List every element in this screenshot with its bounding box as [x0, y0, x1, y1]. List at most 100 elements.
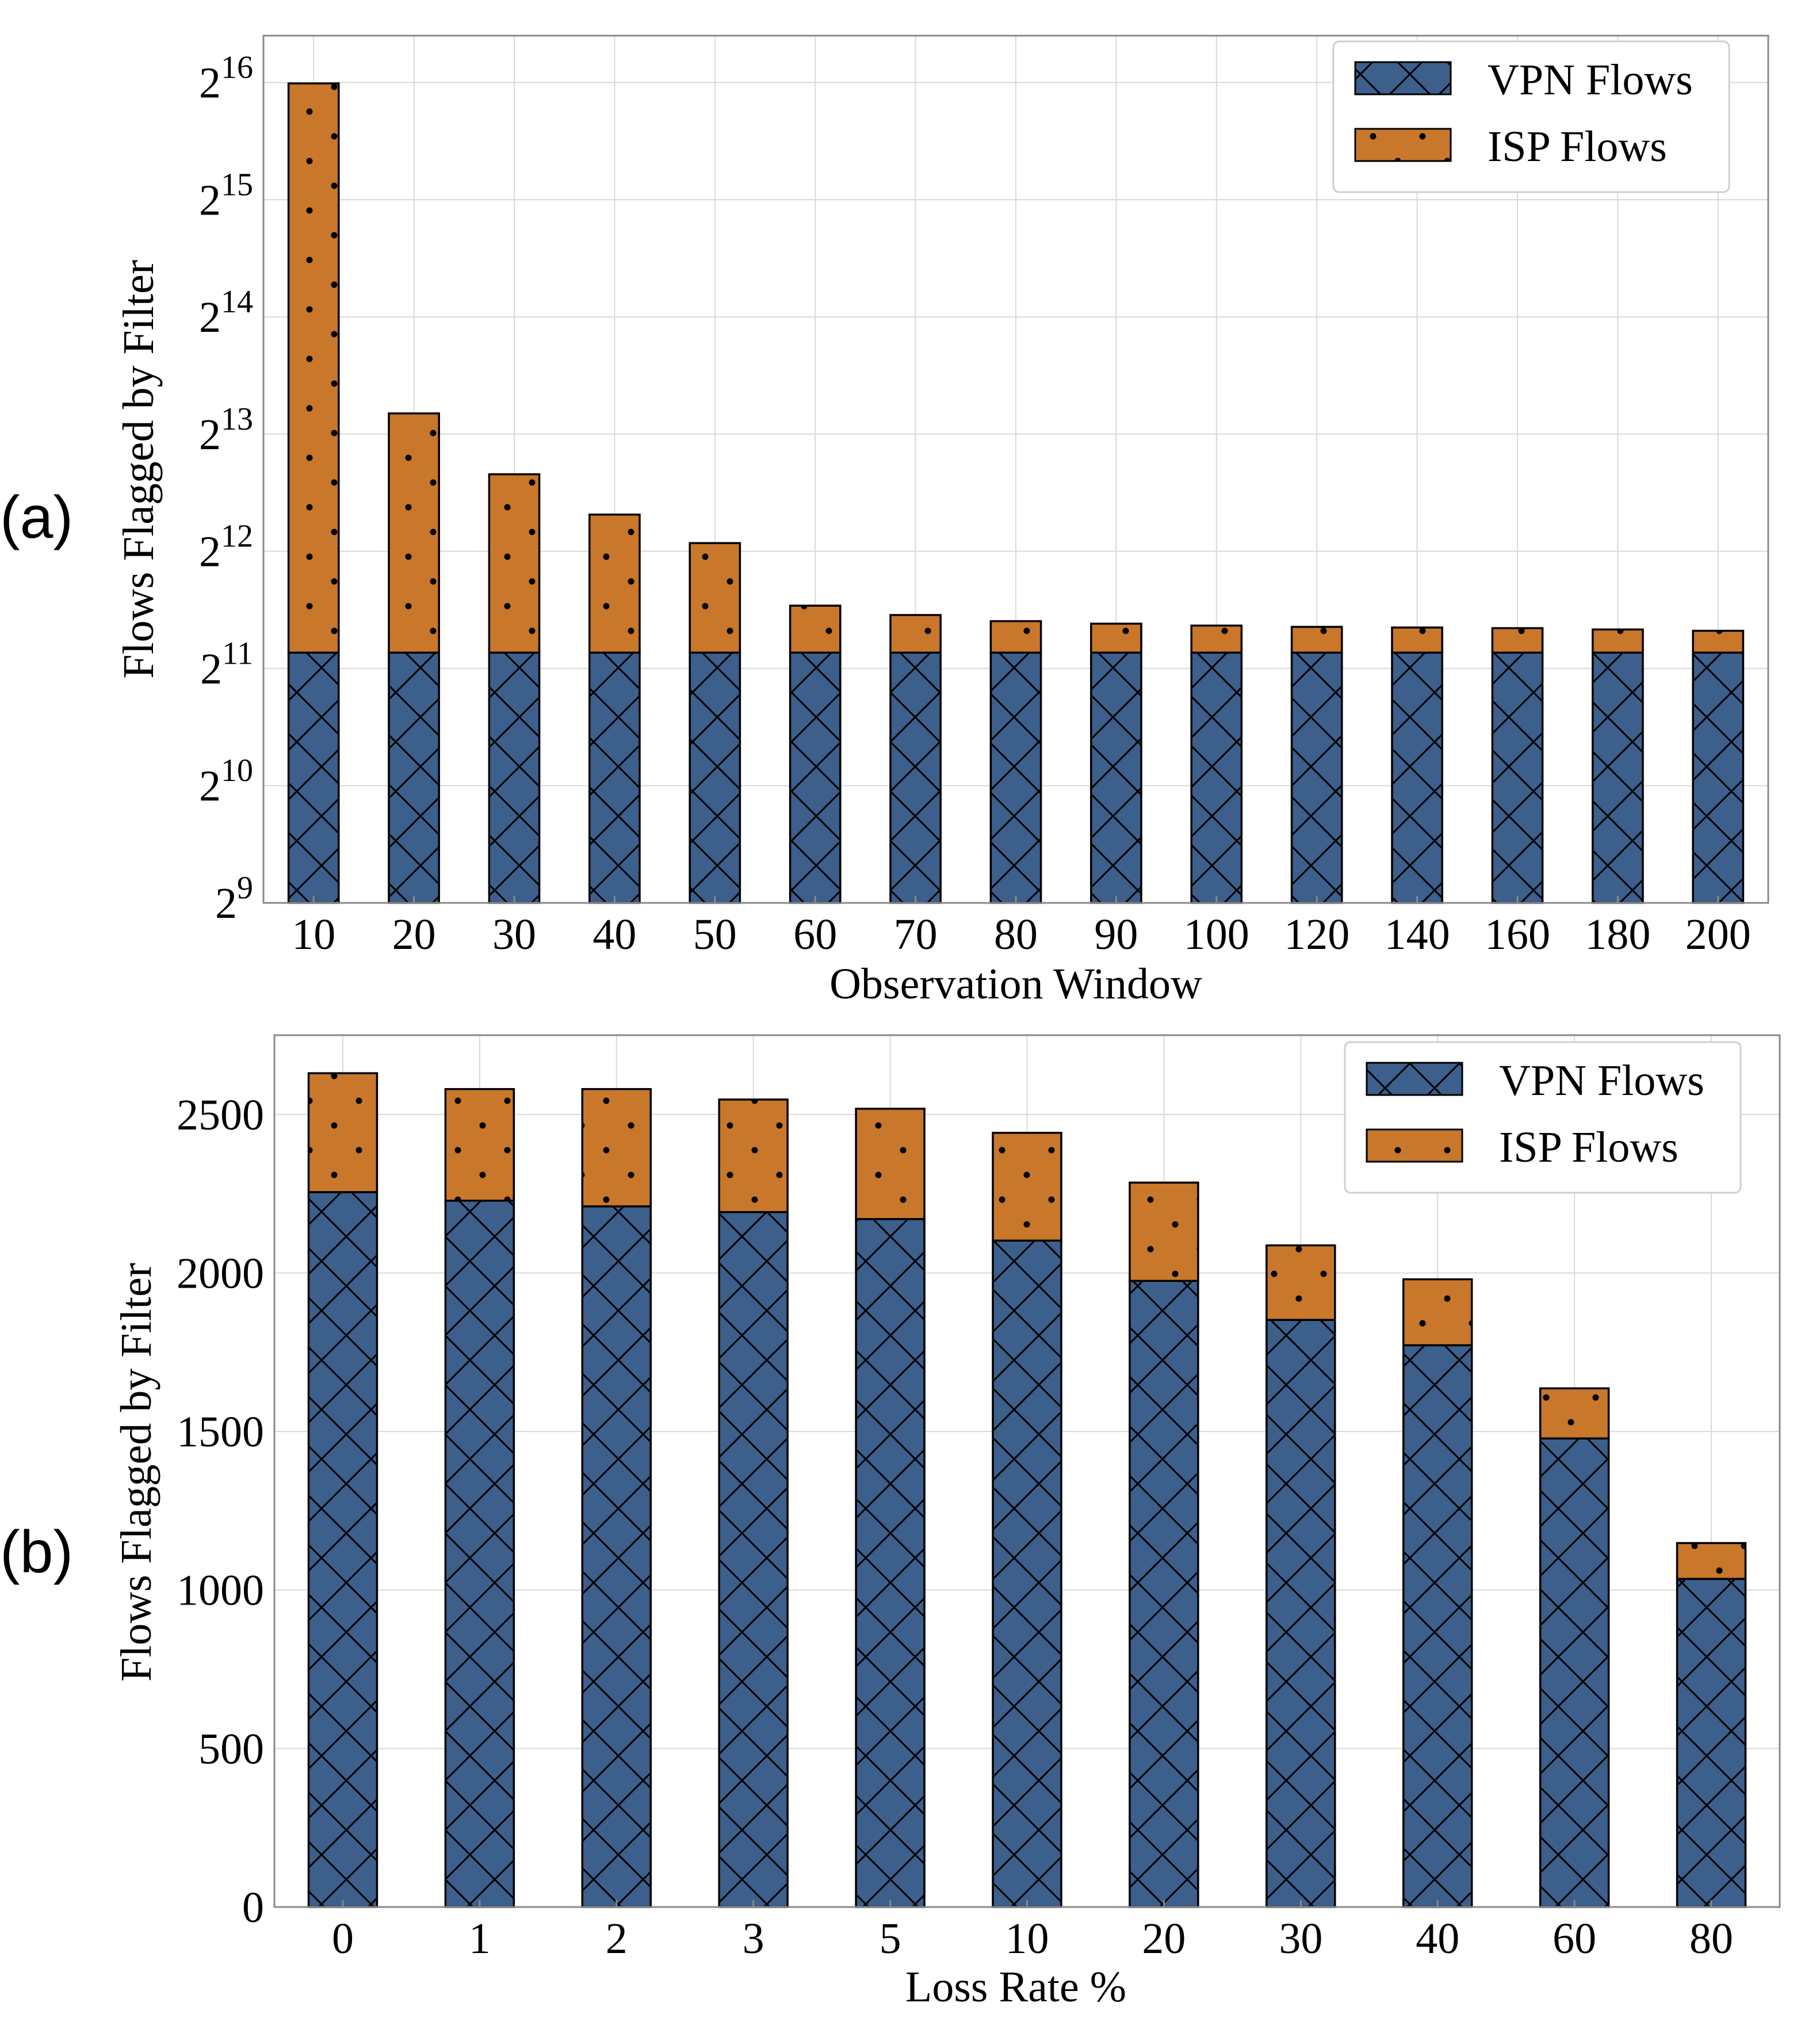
bar-isp-10 [992, 1132, 1062, 1242]
y-tick-label-a: 216 [199, 50, 253, 108]
bar-vpn-20 [388, 652, 440, 904]
panel-label-b: (b) [0, 1519, 73, 1586]
x-tick-label-a: 30 [492, 910, 536, 959]
bar-isp-20 [1129, 1181, 1199, 1282]
bar-isp-3 [718, 1098, 789, 1213]
bar-isp-70 [889, 614, 942, 654]
bar-vpn-50 [689, 652, 741, 904]
bar-vpn-20 [1129, 1280, 1199, 1908]
y-tick-label-b: 1000 [177, 1567, 264, 1615]
x-tick-label-b: 3 [743, 1915, 764, 1963]
legend-a: VPN Flows ISP Flows [1332, 40, 1730, 193]
x-tick-label-a: 100 [1184, 910, 1249, 959]
y-ticks-b: 0 500 1000 1500 2000 2500 [177, 1091, 264, 1932]
bar-vpn-120 [1290, 652, 1343, 904]
bars-b [307, 1072, 1747, 1908]
x-tick-label-a: 20 [392, 910, 436, 959]
bar-isp-200 [1692, 630, 1745, 654]
y-tick-label-b: 2000 [177, 1249, 264, 1297]
x-tick-label-a: 160 [1485, 910, 1550, 959]
x-tick-label-b: 10 [1005, 1915, 1049, 1963]
bar-isp-30 [1265, 1244, 1336, 1321]
y-tick-label-b: 2500 [177, 1091, 264, 1139]
bar-vpn-2 [581, 1205, 652, 1908]
bar-isp-160 [1491, 627, 1544, 654]
x-tick-label-a: 180 [1585, 910, 1650, 959]
legend-label-isp-a: ISP Flows [1488, 122, 1667, 171]
bar-vpn-90 [1090, 652, 1142, 904]
bar-isp-180 [1592, 628, 1644, 654]
legend-b: VPN Flows ISP Flows [1344, 1041, 1742, 1194]
y-tick-label-b: 500 [198, 1725, 264, 1773]
bar-isp-80 [989, 620, 1042, 654]
bar-isp-60 [789, 604, 842, 654]
bar-isp-2 [581, 1088, 652, 1208]
x-ticks-b: 0 1 2 3 5 10 20 30 40 60 80 [332, 1900, 1733, 1963]
x-tick-label-b: 2 [606, 1915, 628, 1963]
panel-label-a: (a) [0, 484, 73, 551]
y-tick-label-a: 29 [215, 870, 253, 928]
y-tick-label-a: 211 [200, 635, 253, 693]
x-tick-label-a: 10 [292, 910, 335, 959]
bar-isp-80 [1676, 1542, 1747, 1580]
y-tick-label-a: 214 [199, 284, 253, 342]
y-axis-label-a: Flows Flagged by Filter [114, 260, 163, 679]
x-tick-label-a: 80 [994, 910, 1038, 959]
bar-vpn-10 [287, 652, 340, 904]
x-tick-label-a: 140 [1385, 910, 1450, 959]
bars-a [287, 82, 1745, 904]
bar-vpn-160 [1491, 652, 1544, 904]
x-tick-label-b: 60 [1553, 1915, 1596, 1963]
x-tick-label-a: 50 [693, 910, 737, 959]
legend-label-vpn-a: VPN Flows [1488, 56, 1693, 104]
x-tick-label-b: 30 [1279, 1915, 1322, 1963]
legend-swatch-isp-a [1354, 128, 1452, 162]
bar-vpn-1 [444, 1200, 515, 1908]
bar-vpn-140 [1391, 652, 1443, 904]
bar-isp-60 [1539, 1387, 1610, 1439]
bar-vpn-30 [1265, 1319, 1336, 1908]
bar-isp-10 [287, 82, 340, 654]
bar-isp-40 [1402, 1278, 1473, 1346]
x-tick-label-b: 40 [1416, 1915, 1459, 1963]
bar-vpn-10 [992, 1239, 1062, 1908]
bar-isp-5 [855, 1108, 926, 1220]
bar-isp-50 [689, 542, 741, 654]
x-tick-label-a: 120 [1284, 910, 1349, 959]
y-tick-label-a: 212 [199, 519, 253, 576]
y-ticks-a: 29 210 211 212 213 214 215 216 [199, 50, 253, 928]
panel-b: (b) 0 1 2 3 5 10 20 30 40 60 80 0 500 1000 1500 2000 25… [0, 1034, 1781, 2011]
y-tick-label-b: 1500 [177, 1408, 264, 1456]
x-tick-label-a: 60 [793, 910, 837, 959]
bar-vpn-40 [1402, 1344, 1473, 1908]
bar-vpn-30 [488, 652, 541, 904]
y-tick-label-b: 0 [242, 1883, 264, 1932]
legend-swatch-vpn-a [1354, 61, 1452, 95]
bar-vpn-60 [789, 652, 842, 904]
bar-vpn-3 [718, 1211, 789, 1908]
bar-vpn-100 [1190, 652, 1243, 904]
bar-isp-100 [1190, 625, 1243, 654]
x-ticks-a: 10 20 30 40 50 60 70 80 90 100 120 140 160 180 200 [292, 896, 1751, 959]
bar-isp-120 [1290, 626, 1343, 654]
y-axis-label-b: Flows Flagged by Filter [112, 1263, 160, 1682]
legend-label-isp-b: ISP Flows [1499, 1123, 1678, 1171]
bar-isp-90 [1090, 622, 1142, 654]
y-tick-label-a: 215 [199, 167, 253, 224]
bar-vpn-180 [1592, 652, 1644, 904]
x-tick-label-b: 80 [1689, 1915, 1733, 1963]
legend-swatch-vpn-b [1366, 1062, 1463, 1096]
legend-label-vpn-b: VPN Flows [1499, 1056, 1704, 1105]
x-tick-label-b: 5 [880, 1915, 901, 1963]
x-tick-label-b: 20 [1142, 1915, 1186, 1963]
bar-vpn-5 [855, 1217, 926, 1908]
bar-vpn-70 [889, 652, 942, 904]
x-tick-label-a: 90 [1094, 910, 1138, 959]
bar-isp-140 [1391, 626, 1443, 654]
bar-vpn-40 [588, 652, 641, 904]
x-tick-label-b: 0 [332, 1915, 354, 1963]
legend-swatch-isp-b [1366, 1128, 1463, 1163]
bar-isp-1 [444, 1088, 515, 1202]
x-tick-label-a: 200 [1685, 910, 1751, 959]
bar-isp-30 [488, 473, 541, 654]
